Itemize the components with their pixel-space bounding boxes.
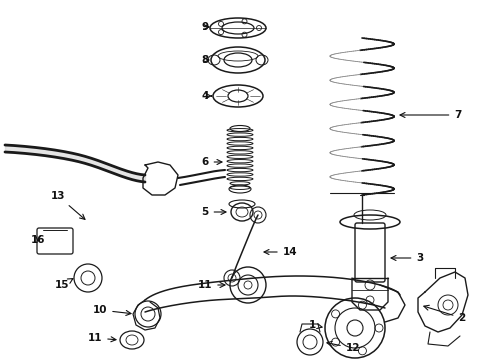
Text: 5: 5 (201, 207, 226, 217)
Text: 4: 4 (201, 91, 212, 101)
Text: 14: 14 (264, 247, 297, 257)
Text: 1: 1 (308, 320, 322, 330)
Text: 11: 11 (88, 333, 116, 343)
Text: 12: 12 (327, 341, 360, 353)
Text: 9: 9 (201, 22, 209, 32)
Text: 8: 8 (201, 55, 209, 65)
Text: 7: 7 (400, 110, 462, 120)
Text: 16: 16 (31, 235, 45, 245)
Text: 13: 13 (51, 191, 85, 219)
Text: 6: 6 (201, 157, 222, 167)
Text: 15: 15 (55, 279, 73, 290)
Text: 2: 2 (424, 305, 466, 323)
Text: 3: 3 (391, 253, 424, 263)
Text: 11: 11 (198, 280, 225, 290)
Text: 10: 10 (93, 305, 131, 315)
